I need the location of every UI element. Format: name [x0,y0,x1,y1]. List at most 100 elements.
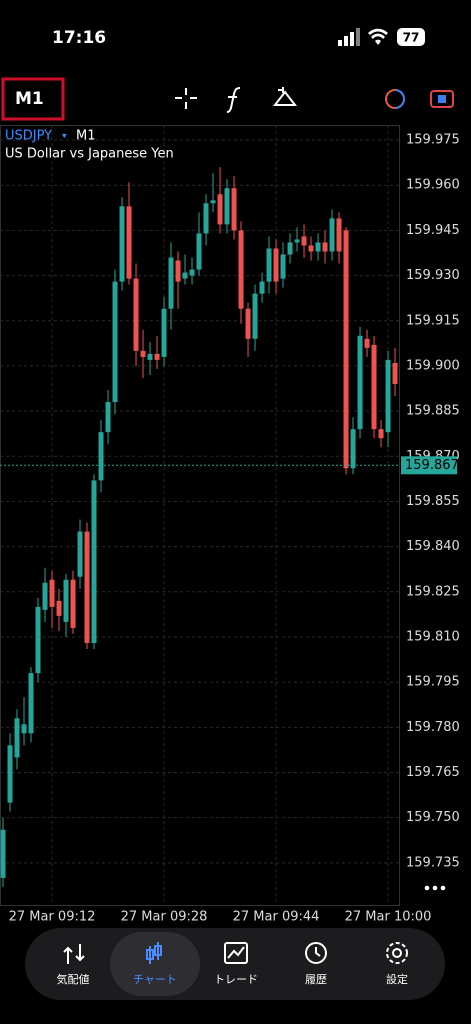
current-price-label: 159.867 [405,458,459,473]
tab-icons[interactable] [63,942,408,964]
candle-body [315,242,321,252]
candle-body [119,206,125,282]
plot-area [0,125,400,906]
candle-body [329,218,335,252]
tab-label: 履歴 [305,973,327,986]
more-icon[interactable] [424,885,446,891]
y-tick-label: 159.945 [406,223,460,238]
candle-body [175,260,181,282]
y-tick-label: 159.855 [406,494,460,509]
y-tick-label: 159.735 [406,855,460,870]
y-tick-label: 159.810 [406,629,460,644]
x-tick-label: 27 Mar 09:12 [9,910,96,925]
battery-level: 77 [403,31,420,45]
y-tick-label: 159.750 [406,810,460,825]
timeframe-label: M1 [15,89,44,109]
tab-label: 設定 [386,972,408,986]
x-tick-label: 27 Mar 10:00 [345,910,432,925]
symbol: USDJPY [5,129,52,144]
timeframe-button[interactable] [1,77,65,121]
candle-body [28,673,34,734]
candle-body [63,579,69,622]
toolbar-icons[interactable] [175,87,454,113]
candle-body [77,531,83,577]
candle-body [0,829,6,878]
tab-label: チャート [133,973,177,986]
y-tick-label: 159.915 [406,313,460,328]
y-tick-label: 159.885 [406,404,460,419]
candle-body [385,359,391,433]
candle-body [252,293,258,339]
candle-body [266,248,272,282]
candle-body [378,429,384,439]
candle-body [392,362,398,384]
candle-body [343,230,349,469]
chart-timeframe: M1 [76,129,96,144]
tab-label: 気配値 [57,972,90,986]
y-tick-label: 159.960 [406,178,460,193]
symbol-description: US Dollar vs Japanese Yen [5,147,174,162]
y-tick-label: 159.765 [406,765,460,780]
candle-body [238,230,244,309]
candle-body [14,718,20,758]
candle-body [357,335,363,430]
candle-body [259,281,265,294]
y-tick-label: 159.780 [406,720,460,735]
candle-body [308,245,314,252]
candle-body [364,338,370,348]
candle-body [189,269,195,276]
candle-body [245,308,251,339]
tab-label: トレード [214,973,258,986]
candle-body [161,308,167,357]
y-tick-label: 159.900 [406,358,460,373]
y-tick-label: 159.825 [406,584,460,599]
candle-body [231,188,237,231]
candle-body [70,579,76,628]
candle-body [126,206,132,279]
y-tick-label: 159.930 [406,268,460,283]
candle-body [49,579,55,607]
candle-body [182,272,188,279]
candle-body [217,194,223,225]
candle-body [196,233,202,270]
candle-body [322,242,328,252]
candle-body [273,248,279,282]
symbol-caret: ▾ [62,132,67,142]
status-time: 17:16 [52,28,106,48]
candle-body [210,200,216,204]
selected-tab-highlight [110,932,200,996]
candle-body [294,239,300,243]
candle-body [105,402,111,433]
current-price-badge [401,456,457,475]
candle-body [98,432,104,481]
candle-body [287,242,293,255]
candle-body [154,353,160,360]
x-tick-label: 27 Mar 09:44 [233,910,320,925]
candle-body [224,188,230,225]
candle-body [35,606,41,674]
candle-body [7,745,13,803]
candle-body [84,531,90,643]
plot-border [0,125,400,906]
candle-body [56,600,62,616]
y-tick-label: 159.975 [406,133,460,148]
candle-body [112,281,118,403]
y-tick-label: 159.795 [406,675,460,690]
candle-body [371,344,377,430]
status-icons [338,28,425,46]
y-tick-label: 159.840 [406,539,460,554]
x-tick-label: 27 Mar 09:28 [121,910,208,925]
candle-body [21,724,27,734]
candle-body [280,254,286,279]
candle-body [133,278,139,351]
candle-body [168,257,174,309]
candle-body [350,429,356,469]
candle-body [91,480,97,643]
candle-body [147,353,153,360]
candle-body [42,582,48,610]
candle-body [336,218,342,252]
candle-body [203,203,209,234]
candle-body [140,350,146,357]
